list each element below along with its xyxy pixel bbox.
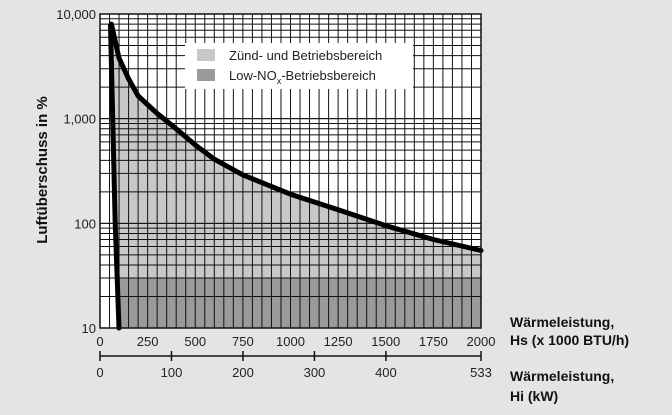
x-tick-label-hi: 100 — [161, 365, 183, 380]
y-tick-label: 100 — [74, 216, 96, 231]
x-tick-label-hi: 533 — [470, 365, 492, 380]
x-tick-label-hs: 1000 — [276, 334, 305, 349]
x-axis-label-hi-line2: Hi (kW) — [510, 388, 558, 404]
x-tick-label-hs: 2000 — [467, 334, 496, 349]
legend-swatch-low-nox-area — [197, 69, 215, 81]
low-nox-operating-area — [117, 278, 481, 328]
x-tick-label-hs: 1250 — [324, 334, 353, 349]
x-tick-label-hs: 500 — [184, 334, 206, 349]
x-tick-label-hi: 200 — [232, 365, 254, 380]
legend: Zünd- und Betriebsbereich Low-NOx-Betrie… — [185, 43, 413, 89]
legend-label-low-nox-area: Low-NOx-Betriebsbereich — [229, 68, 376, 86]
x-tick-label-hs: 250 — [137, 334, 159, 349]
x-tick-label-hi: 300 — [304, 365, 326, 380]
x-tick-label-hs: 750 — [232, 334, 254, 349]
x-tick-label-hi: 0 — [96, 365, 103, 380]
y-tick-label: 10 — [82, 321, 96, 336]
ignition-operating-area — [110, 24, 481, 328]
x-axis-label-hi-line1: Wärmeleistung, — [510, 368, 614, 384]
x-tick-label-hs: 1750 — [419, 334, 448, 349]
y-tick-label: 1,000 — [63, 112, 96, 127]
legend-label-ignition-area: Zünd- und Betriebsbereich — [229, 48, 382, 63]
y-tick-label: 10,000 — [56, 7, 96, 22]
legend-box — [185, 43, 413, 89]
plot-border — [99, 13, 482, 329]
x-tick-label-hs: 0 — [96, 334, 103, 349]
x-tick-label-hs: 1500 — [371, 334, 400, 349]
y-axis-label: Luftüberschuss in % — [34, 96, 51, 244]
legend-swatch-ignition-area — [197, 49, 215, 61]
x-tick-label-hi: 400 — [375, 365, 397, 380]
upper-boundary-curve — [108, 21, 484, 253]
left-boundary-curve — [108, 22, 122, 331]
x-axis-label-hs-line1: Wärmeleistung, — [510, 314, 614, 330]
x-axis-label-hs-line2: Hs (x 1000 BTU/h) — [510, 332, 629, 348]
